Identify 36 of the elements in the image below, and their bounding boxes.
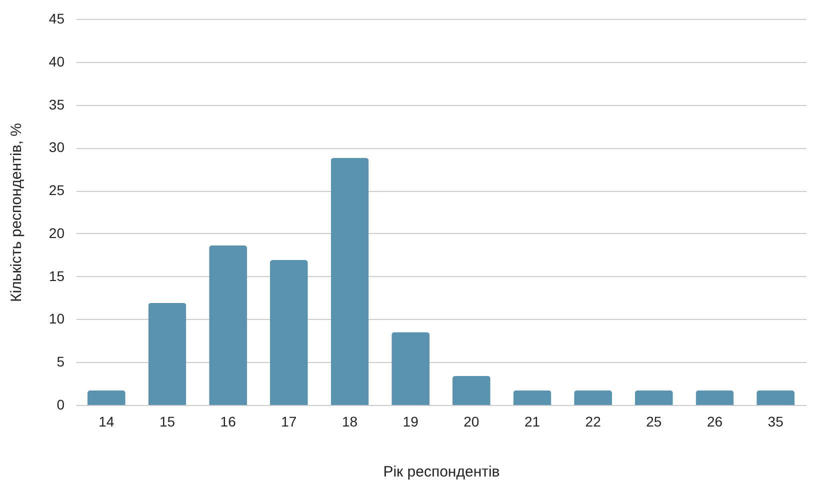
- bar: [696, 390, 734, 405]
- y-tick-label: 20: [48, 224, 65, 241]
- x-tick-label: 15: [159, 414, 176, 430]
- y-tick-label: 0: [56, 396, 65, 412]
- x-tick-label: 26: [706, 414, 723, 430]
- y-tick-label: 15: [48, 268, 65, 284]
- bar: [209, 245, 248, 405]
- y-tick-label: 5: [56, 354, 65, 370]
- x-tick-label: 16: [220, 414, 236, 430]
- y-tick-label: 35: [48, 96, 65, 112]
- bar: [330, 158, 369, 405]
- y-tick-label: 25: [48, 182, 65, 198]
- bar: [392, 332, 430, 405]
- y-tick-label: 45: [48, 10, 65, 26]
- x-tick-label: 18: [342, 414, 358, 430]
- y-tick-label: 10: [48, 310, 65, 327]
- x-tick-label: 17: [281, 414, 297, 430]
- x-tick-label: 22: [585, 414, 602, 430]
- y-tick-label: 40: [48, 53, 65, 70]
- bar: [148, 302, 186, 405]
- x-tick-label: 21: [524, 414, 540, 430]
- y-axis-title: Кількість респондентів, %: [8, 122, 25, 302]
- bar: [574, 390, 612, 405]
- x-axis-title: Рік респондентів: [383, 464, 500, 480]
- bar: [270, 260, 308, 405]
- x-tick-label: 19: [402, 414, 419, 430]
- bar: [452, 376, 490, 405]
- x-tick-label: 14: [98, 414, 114, 430]
- y-tick-label: 30: [48, 139, 65, 156]
- bar: [634, 390, 673, 405]
- x-tick-label: 20: [464, 414, 480, 430]
- x-tick-label: 35: [768, 414, 784, 430]
- x-tick-label: 25: [646, 414, 662, 430]
- bar: [756, 390, 795, 405]
- bar: [513, 390, 552, 405]
- bar: [87, 390, 126, 405]
